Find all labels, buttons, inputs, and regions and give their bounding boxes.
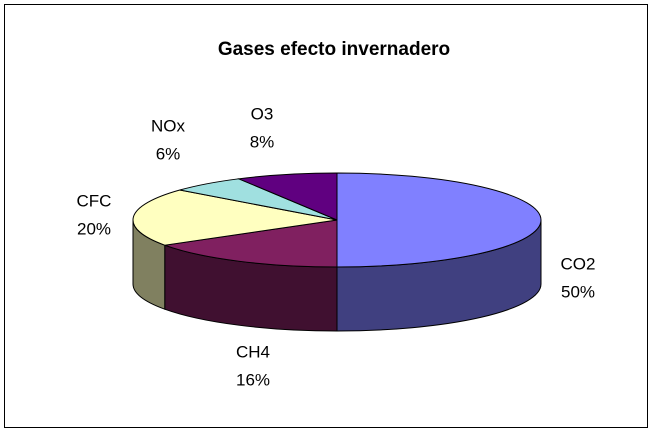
slice-value-label: 20% bbox=[77, 219, 111, 238]
slice bbox=[164, 219, 338, 268]
slice-value-label: 50% bbox=[561, 282, 595, 301]
slice-label: O3 bbox=[251, 104, 274, 123]
slice-value-label: 16% bbox=[236, 370, 270, 389]
slice-label: CFC bbox=[77, 191, 112, 210]
slice-label: NOx bbox=[151, 116, 186, 135]
slice bbox=[236, 172, 338, 221]
chart-title: Gases efecto invernadero bbox=[218, 39, 450, 60]
slice-value-label: 6% bbox=[156, 144, 181, 163]
slice bbox=[132, 189, 338, 246]
slice-label: CH4 bbox=[236, 342, 270, 361]
slice-label: CO2 bbox=[561, 254, 596, 273]
slice-value-label: 8% bbox=[250, 132, 275, 151]
slice bbox=[336, 172, 542, 268]
